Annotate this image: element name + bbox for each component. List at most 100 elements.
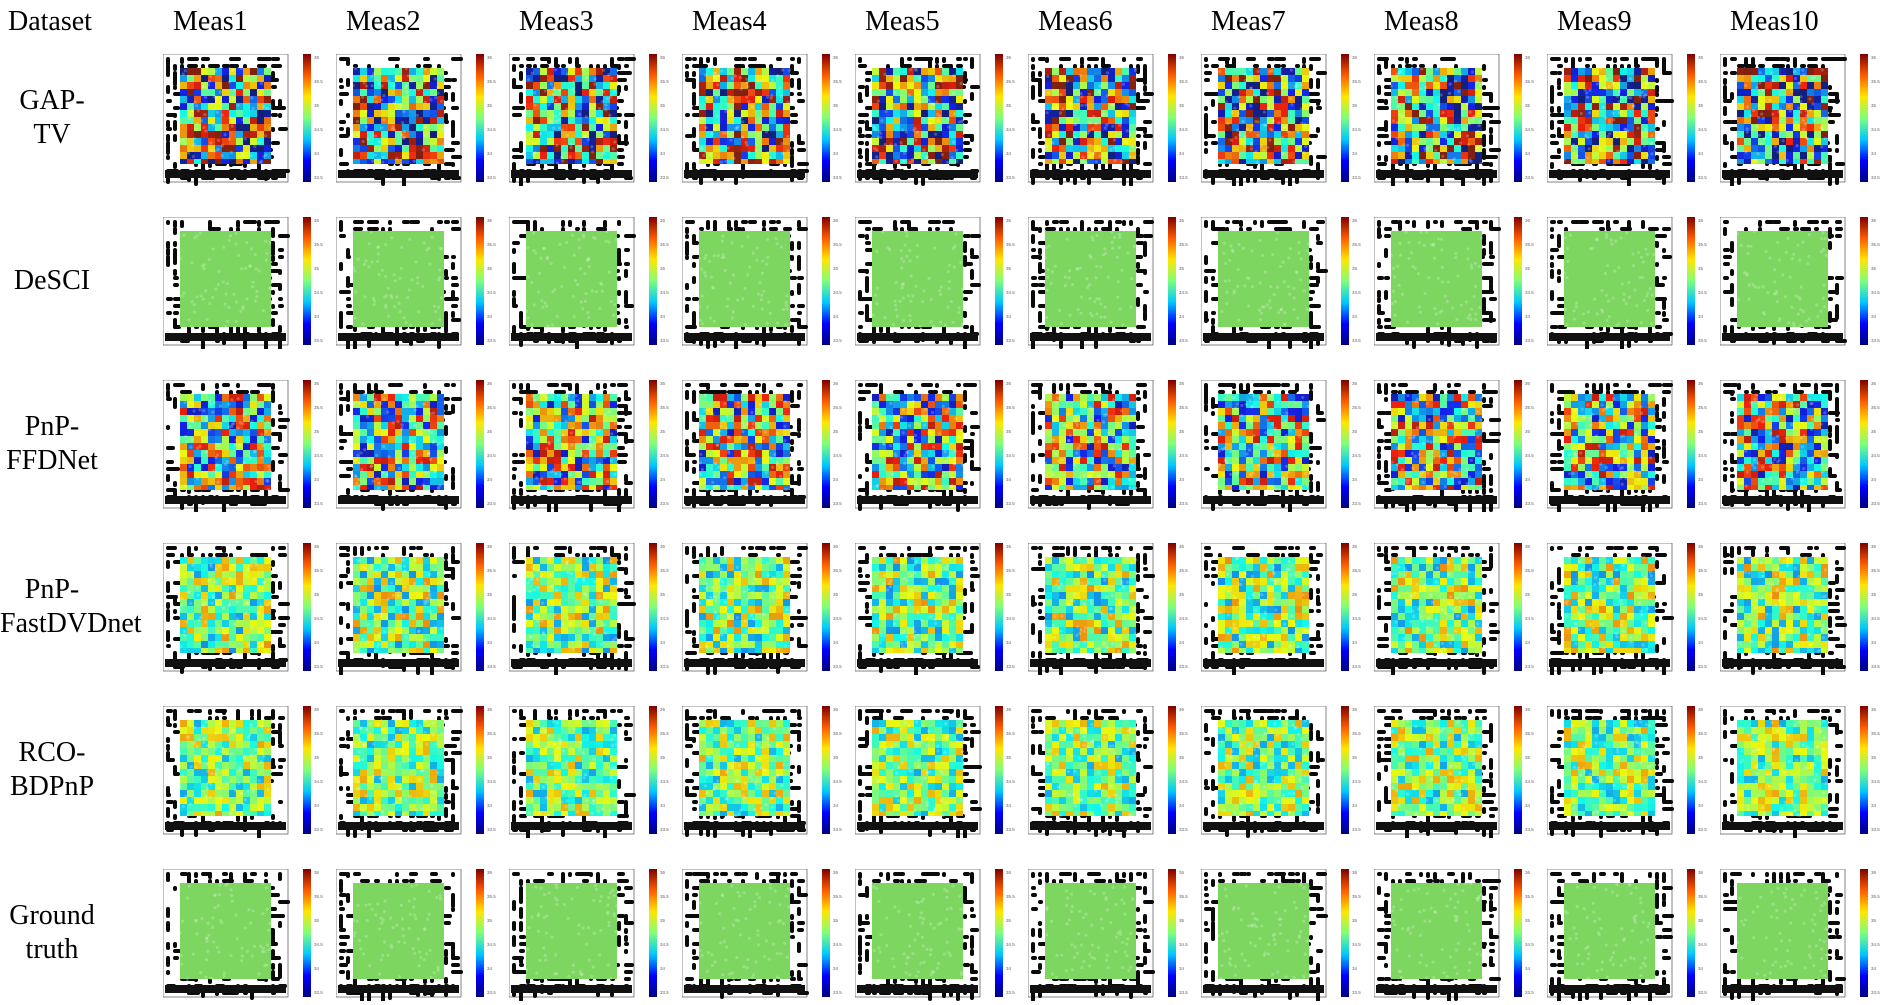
heatmap-region [1390,394,1484,491]
scale-strip [165,822,286,830]
colorbar [1687,869,1695,997]
colorbar-tick-label: 34.5 [833,616,842,621]
heatmap-region [353,557,444,653]
colorbar-tick-label: 34 [314,314,320,319]
colorbar-tick-label: 34.5 [1871,779,1880,784]
colorbar-tick-label: 34 [1179,640,1185,645]
colorbar-tick-label: 34.5 [1871,290,1880,295]
result-cell: 36 35.5 35 34.5 34 33.5 [1720,543,1890,675]
result-image: 36 35.5 35 34.5 34 33.5 [1547,869,1707,1001]
heatmap-region [178,555,271,654]
colorbar-tick-label: 36 [1352,707,1358,712]
colorbar-tick-label: 34.5 [660,942,669,947]
colorbar-tick-label: 35.5 [1525,79,1534,84]
colorbar-tick-label: 34 [833,966,839,971]
colorbar-tick-label: 36 [1525,544,1531,549]
colorbar-tick-label: 33.5 [1525,501,1534,506]
dataset-header: Dataset [8,4,92,40]
colorbar-tick-label: 34 [487,314,493,319]
scale-strip [338,822,459,830]
result-cell: 36 35.5 35 34.5 34 33.5 [1028,380,1203,512]
colorbar-tick-label: 34 [660,966,666,971]
colorbar-tick-label: 34 [660,477,666,482]
scale-strip [338,170,459,178]
heatmap-region [1564,393,1655,492]
colorbar-tick-label: 35.5 [1179,568,1188,573]
colorbar-tick-label: 36 [1006,55,1012,60]
colorbar-tick-label: 34 [1698,966,1704,971]
colorbar-tick-label: 34 [487,477,493,482]
colorbar-tick-label: 33.5 [1698,501,1707,506]
result-image: 36 35.5 35 34.5 34 33.5 [682,217,842,349]
colorbar-tick-label: 33.5 [1006,664,1015,669]
heatmap-region [1043,230,1136,329]
result-cell: 36 35.5 35 34.5 34 33.5 [1547,543,1722,675]
colorbar-tick-label: 34 [1006,803,1012,808]
colorbar-tick-label: 33.5 [1525,990,1534,995]
result-cell: 36 35.5 35 34.5 34 33.5 [336,217,511,349]
colorbar-tick-label: 35.5 [1698,79,1707,84]
result-cell: 36 35.5 35 34.5 34 33.5 [1374,543,1549,675]
result-cell: 36 35.5 35 34.5 34 33.5 [1028,869,1203,1001]
colorbar-tick-label: 35 [1352,429,1358,434]
colorbar [649,380,657,508]
colorbar [1168,543,1176,671]
colorbar [1341,543,1349,671]
colorbar-tick-label: 35.5 [487,731,496,736]
scale-strip [511,659,632,667]
colorbar-tick-label: 35 [314,592,320,597]
result-cell: 36 35.5 35 34.5 34 33.5 [855,543,1030,675]
colorbar-tick-label: 35.5 [1006,894,1015,899]
result-image: 36 35.5 35 34.5 34 33.5 [855,380,1015,512]
colorbar [1168,706,1176,834]
scale-strip [165,170,286,178]
colorbar-tick-label: 35 [487,592,493,597]
colorbar-tick-label: 33.5 [1698,664,1707,669]
colorbar-tick-label: 34.5 [1352,127,1361,132]
colorbar-tick-label: 34 [660,803,666,808]
colorbar-tick-label: 35 [487,103,493,108]
colorbar-tick-label: 33.5 [1006,990,1015,995]
scale-strip [1722,333,1843,341]
result-image: 36 35.5 35 34.5 34 33.5 [1374,54,1534,186]
colorbar-tick-label: 35.5 [487,242,496,247]
heatmap-region [1045,67,1138,165]
colorbar [1341,869,1349,997]
colorbar-tick-label: 34 [1179,314,1185,319]
colorbar-tick-label: 34 [833,151,839,156]
colorbar [822,380,830,508]
colorbar-tick-label: 36 [487,218,493,223]
colorbar-tick-label: 34 [314,640,320,645]
scale-strip [1722,985,1843,993]
result-image: 36 35.5 35 34.5 34 33.5 [1547,543,1707,675]
colorbar-tick-label: 36 [833,55,839,60]
colorbar-tick-label: 35.5 [1352,405,1361,410]
colorbar [1514,217,1522,345]
colorbar-tick-label: 35.5 [1179,242,1188,247]
colorbar [995,869,1003,997]
result-cell: 36 35.5 35 34.5 34 33.5 [1028,543,1203,675]
colorbar-tick-label: 34.5 [1871,942,1880,947]
colorbar-tick-label: 33.5 [1871,827,1880,832]
colorbar-tick-label: 36 [487,707,493,712]
colorbar-tick-label: 35.5 [1698,568,1707,573]
colorbar-tick-label: 35 [1698,103,1704,108]
colorbar [649,54,657,182]
result-cell: 36 35.5 35 34.5 34 33.5 [509,869,684,1001]
row-label-line: RCO- [0,736,104,770]
colorbar-tick-label: 34.5 [1871,453,1880,458]
colorbar-tick-label: 35.5 [314,79,323,84]
colorbar-tick-label: 34.5 [487,779,496,784]
colorbar-tick-label: 35.5 [487,405,496,410]
colorbar-tick-label: 34.5 [1698,616,1707,621]
colorbar-tick-label: 36 [1698,870,1704,875]
colorbar-tick-label: 35 [1006,918,1012,923]
colorbar-tick-label: 34.5 [314,942,323,947]
result-image: 36 35.5 35 34.5 34 33.5 [855,217,1015,349]
colorbar-tick-label: 36 [833,707,839,712]
colorbar [1860,380,1868,508]
row-label: DeSCI [0,264,104,298]
colorbar-tick-label: 35 [314,755,320,760]
colorbar-tick-label: 34 [1525,640,1531,645]
